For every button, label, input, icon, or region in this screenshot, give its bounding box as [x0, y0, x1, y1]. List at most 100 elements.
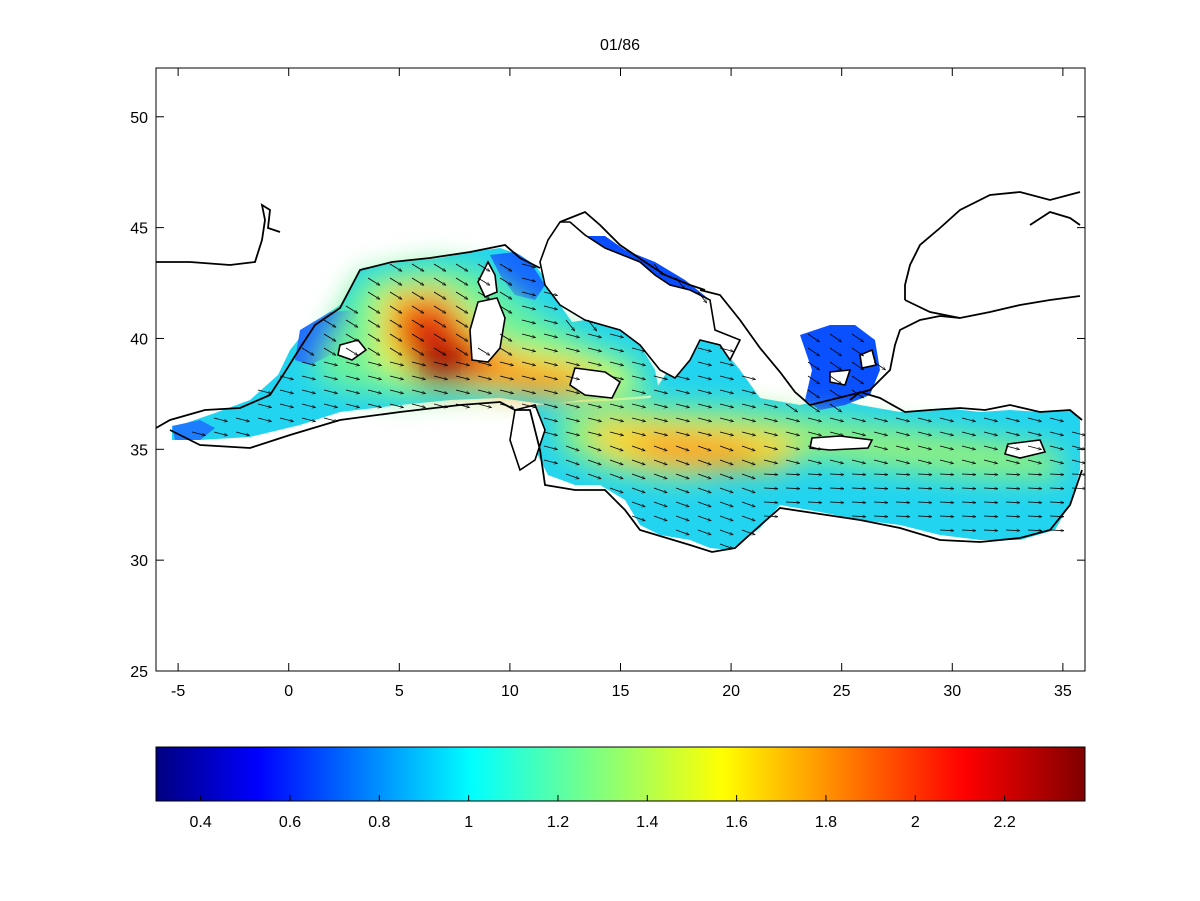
wind-arrow	[1027, 488, 1042, 489]
wind-arrow	[367, 389, 382, 393]
x-tick-label: 10	[501, 683, 519, 700]
wind-arrow	[697, 529, 711, 535]
wind-arrow	[609, 403, 624, 407]
wind-arrow	[719, 389, 734, 393]
wind-arrow	[367, 375, 382, 379]
wind-arrow	[851, 375, 864, 384]
wind-arrow	[565, 417, 580, 421]
wind-arrow	[851, 459, 866, 463]
wind-arrow	[521, 319, 536, 323]
wind-arrow	[807, 347, 820, 356]
wind-arrow	[433, 333, 446, 342]
wind-arrow	[411, 277, 424, 286]
x-tick-label: 0	[284, 683, 293, 700]
wind-arrow	[939, 474, 954, 475]
wind-arrow	[983, 488, 998, 489]
wind-arrow	[1071, 459, 1085, 463]
wind-arrow	[719, 529, 733, 535]
wind-arrow	[653, 473, 667, 479]
wind-arrow	[1071, 431, 1085, 435]
wind-arrow	[367, 305, 380, 314]
wind-arrow	[565, 445, 579, 451]
wind-arrow	[961, 488, 976, 489]
wind-arrow	[367, 361, 382, 365]
wind-arrow	[521, 277, 536, 281]
wind-arrow	[1005, 445, 1020, 449]
wind-arrow	[785, 459, 800, 463]
wind-arrow	[895, 459, 910, 463]
wind-arrow	[499, 277, 512, 286]
y-tick-label: 25	[130, 664, 148, 681]
wind-arrow	[389, 263, 402, 272]
wind-arrow	[213, 417, 228, 421]
wind-arrow	[983, 474, 998, 475]
y-tick-label: 35	[130, 442, 148, 459]
wind-arrow	[587, 431, 602, 435]
wind-arrow	[389, 389, 404, 393]
wind-arrow	[653, 431, 668, 435]
wind-arrow	[433, 403, 448, 407]
x-tick-label: 5	[395, 683, 404, 700]
wind-arrow	[939, 459, 954, 463]
wind-arrow	[345, 333, 358, 342]
wind-arrow	[961, 516, 976, 517]
wind-arrow	[807, 474, 822, 475]
wind-arrow	[675, 389, 690, 393]
wind-arrow	[521, 333, 536, 337]
wind-arrow	[1005, 488, 1020, 489]
wind-arrow	[1005, 417, 1020, 421]
wind-arrow	[851, 516, 866, 517]
wind-arrow	[851, 361, 864, 370]
wind-arrow	[301, 403, 316, 407]
wind-arrow	[565, 431, 580, 435]
wind-arrow	[411, 347, 424, 356]
wind-arrow	[807, 333, 820, 342]
wind-arrow	[653, 445, 667, 451]
wind-arrow	[631, 361, 646, 365]
wind-arrow	[543, 347, 558, 351]
wind-arrow	[851, 333, 864, 342]
wind-arrow	[631, 515, 645, 521]
wind-arrow	[851, 347, 864, 356]
wind-arrow	[763, 431, 778, 435]
wind-arrow	[1005, 516, 1020, 517]
wind-arrow	[829, 417, 844, 421]
wind-arrow	[829, 375, 842, 384]
y-tick-label: 50	[130, 110, 148, 127]
wind-arrow	[961, 431, 976, 435]
wind-arrow	[411, 333, 424, 342]
wind-arrow	[499, 361, 514, 365]
wind-arrow	[697, 487, 711, 493]
wind-arrows	[191, 263, 1085, 549]
wind-arrow	[939, 502, 954, 503]
wind-arrow	[653, 459, 667, 465]
wind-arrow	[367, 291, 380, 300]
wind-arrow	[763, 474, 778, 475]
wind-arrow	[235, 417, 250, 421]
wind-arrow	[741, 431, 756, 435]
wind-arrow	[543, 445, 558, 449]
wind-arrow	[675, 431, 690, 435]
wind-arrow	[719, 361, 734, 365]
wind-arrow	[653, 501, 667, 507]
wind-arrow	[609, 333, 624, 337]
wind-arrow	[719, 487, 733, 493]
wind-arrow	[807, 403, 820, 412]
wind-arrow	[433, 291, 446, 300]
wind-arrow	[455, 305, 468, 314]
wind-arrow	[961, 502, 976, 503]
wind-arrow	[741, 445, 755, 451]
colorbar-ticks: 0.4 0.6 0.8 1 1.2 1.4 1.6 1.8 2 2.2	[190, 795, 1016, 831]
wind-arrow	[587, 333, 602, 337]
wind-arrow	[455, 375, 470, 379]
wind-arrow	[499, 305, 512, 314]
wind-arrow	[895, 445, 910, 449]
wind-arrow	[1005, 431, 1020, 435]
wind-arrow	[389, 375, 404, 379]
wind-arrow	[1027, 502, 1042, 503]
colorbar-tick-label: 1.2	[547, 814, 569, 831]
wind-arrow	[785, 417, 800, 421]
wind-arrow	[521, 347, 536, 351]
wind-arrow	[455, 361, 470, 365]
wind-arrow	[939, 431, 954, 435]
